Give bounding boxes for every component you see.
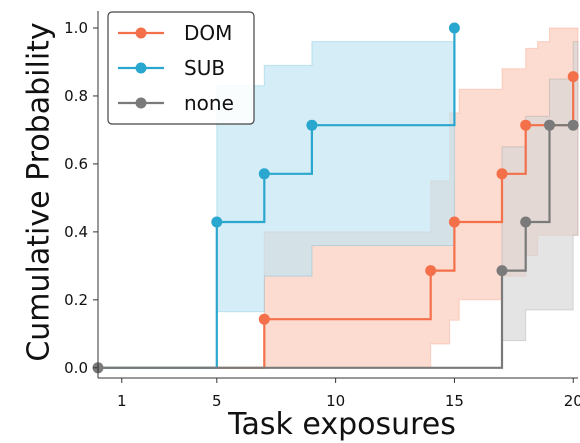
line-none	[98, 124, 574, 369]
point-dom	[425, 265, 437, 277]
legend-marker-none	[135, 97, 147, 109]
band-sub	[216, 28, 455, 313]
legend-label-sub: SUB	[184, 56, 225, 80]
point-dom	[520, 119, 532, 131]
point-dom	[496, 168, 508, 180]
legend-label-none: none	[184, 91, 234, 115]
y-tick-label: 0.0	[64, 359, 88, 377]
x-axis-label: Task exposures	[227, 407, 456, 442]
point-none	[567, 119, 579, 131]
point-sub	[211, 216, 223, 228]
y-tick-label: 0.4	[64, 223, 88, 241]
point-dom	[258, 313, 270, 325]
point-none	[496, 265, 508, 277]
y-tick-label: 0.6	[64, 155, 88, 173]
point-dom	[567, 71, 579, 83]
tick-labels: 1 5 10 15 200.00.20.40.60.81.0	[64, 19, 580, 410]
x-tick-label: 5	[212, 392, 222, 410]
legend-marker-sub	[135, 62, 147, 74]
x-tick-label: 20	[564, 392, 580, 410]
point-sub	[448, 22, 460, 34]
legend-box	[107, 11, 255, 125]
point-none	[520, 216, 532, 228]
band-none	[501, 41, 579, 342]
x-tick-label: 1	[117, 392, 127, 410]
x-tick-label: 10	[326, 392, 345, 410]
point-none	[544, 119, 555, 131]
x-tick-label: 15	[445, 392, 464, 410]
point-dom	[448, 216, 460, 228]
y-tick-label: 0.8	[64, 87, 88, 105]
series-points	[92, 22, 579, 374]
axes	[93, 11, 578, 383]
confidence-bands	[216, 27, 579, 369]
y-axis-label: Cumulative Probability	[22, 22, 57, 361]
legend-label-dom: DOM	[184, 21, 232, 45]
y-tick-label: 1.0	[64, 19, 88, 37]
point-sub	[306, 119, 318, 131]
legend-marker-dom	[135, 27, 147, 39]
legend: DOM SUB none	[107, 11, 255, 125]
point-sub	[258, 168, 270, 180]
y-tick-label: 0.2	[64, 291, 88, 309]
